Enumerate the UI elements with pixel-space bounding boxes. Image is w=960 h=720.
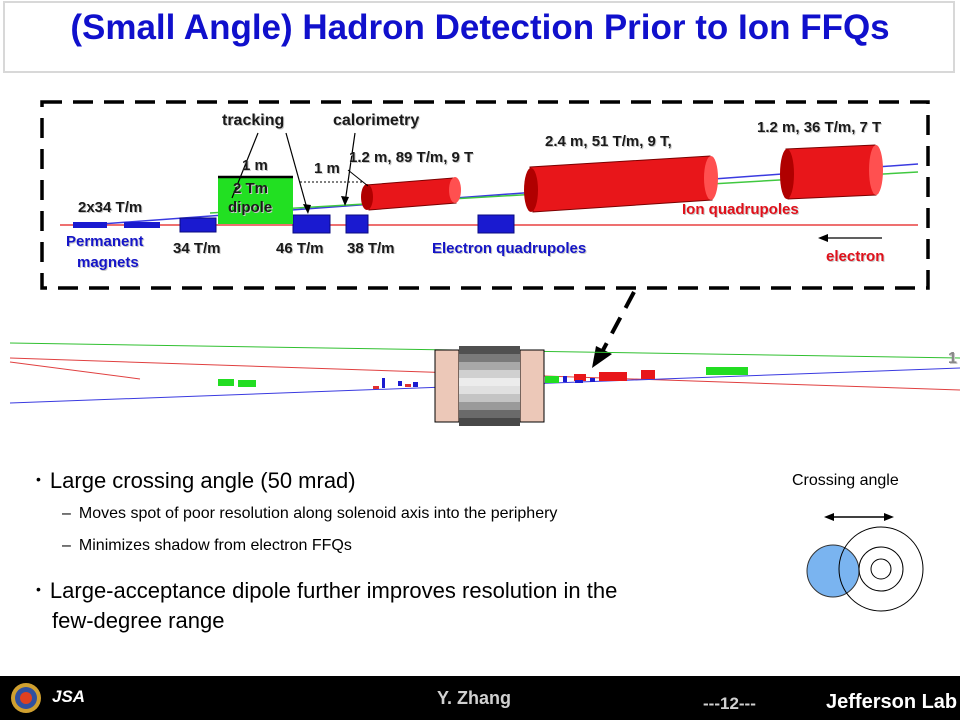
ion-quad-2-spec: 2.4 m, 51 T/m, 9 T, xyxy=(545,133,672,150)
permanent-magnets-label: Permanent xyxy=(66,233,144,250)
ion-quadrupole-2 xyxy=(524,155,718,213)
ion-quad-3-spec: 1.2 m, 36 T/m, 7 T xyxy=(757,119,882,136)
institution-seal-icon xyxy=(11,683,41,713)
solenoid-barrel xyxy=(459,346,520,426)
title-frame xyxy=(3,1,955,73)
electron-quadrupole xyxy=(477,214,515,234)
bullet-2-continuation: few-degree range xyxy=(52,608,225,633)
jsa-logo: JSA xyxy=(52,687,86,706)
sub-bullet-2: – Minimizes shadow from electron FFQs xyxy=(62,537,352,554)
tracking-arrow xyxy=(231,132,259,199)
bullet-2-text: Large-acceptance dipole further improves… xyxy=(49,578,618,603)
solenoid-endcap xyxy=(434,349,460,423)
dipole-magnet xyxy=(218,176,293,224)
calorimetry-arrow xyxy=(344,132,356,204)
permanent-magnet-gradient: 2x34 T/m xyxy=(78,199,143,216)
page-title: (Small Angle) Hadron Detection Prior to … xyxy=(70,8,890,47)
ion-beam-outer-circle xyxy=(838,526,924,612)
ion-beam-middle-circle xyxy=(858,546,904,592)
ion-quad-1-spec: 1.2 m, 89 T/m, 9 T xyxy=(349,149,474,166)
permanent-magnets-label-2: magnets xyxy=(77,254,139,271)
calorimetry-label: calorimetry xyxy=(333,112,420,129)
tracking-label: tracking xyxy=(222,112,285,129)
ion-quadrupole-1 xyxy=(361,177,461,211)
gradient-46-label: 46 T/m xyxy=(276,240,324,257)
dipole-field-label: 2 Tm xyxy=(233,180,269,197)
bullet-1: • Large crossing angle (50 mrad) xyxy=(36,468,356,493)
footer-author: Y. Zhang xyxy=(437,688,512,708)
jefferson-lab-logo: Jefferson Lab xyxy=(826,691,958,713)
overview-magnet xyxy=(574,374,586,381)
sub-bullet-1: – Moves spot of poor resolution along sol… xyxy=(62,505,558,522)
sub-bullet-1-text: Moves spot of poor resolution along sole… xyxy=(78,505,558,522)
overview-corner-mark: 1 xyxy=(948,350,957,367)
ion-beam-inner-circle xyxy=(870,558,892,580)
footer: JSA Y. Zhang ---12--- Jefferson Lab xyxy=(0,676,960,720)
electron-quadrupole xyxy=(345,214,369,234)
crossing-angle-sketch xyxy=(806,513,924,612)
crossing-angle-label: Crossing angle xyxy=(792,472,899,489)
gap-length-label: 1 m xyxy=(314,160,340,177)
ion-quadrupole-3 xyxy=(780,144,883,200)
overview-magnet xyxy=(218,379,234,386)
solenoid-endcap xyxy=(519,349,545,423)
electron-quadrupole xyxy=(292,214,331,234)
calorimetry-pointer xyxy=(347,169,369,187)
dipole-type-label: dipole xyxy=(228,199,273,216)
ion-quadrupoles-label: Ion quadrupoles xyxy=(682,201,799,218)
bullet-1-text: Large crossing angle (50 mrad) xyxy=(49,468,356,493)
permanent-magnet xyxy=(73,222,107,228)
ir-overview-diagram xyxy=(9,342,960,426)
detail-frame xyxy=(40,100,930,290)
ir-detail-diagram xyxy=(9,100,960,426)
gradient-34-label: 34 T/m xyxy=(173,240,221,257)
electron-beam-circle xyxy=(806,544,860,598)
overview-magnet xyxy=(706,367,748,375)
electron-quadrupole xyxy=(179,217,217,233)
dipole-length-label: 1 m xyxy=(242,157,268,174)
sub-bullet-2-text: Minimizes shadow from electron FFQs xyxy=(78,537,352,554)
overview-magnet xyxy=(238,380,256,387)
overview-magnet xyxy=(641,370,655,379)
electron-label: electron xyxy=(826,248,885,265)
permanent-magnet xyxy=(124,222,160,228)
electron-quadrupoles-label: Electron quadrupoles xyxy=(432,240,587,257)
title-bar: (Small Angle) Hadron Detection Prior to … xyxy=(0,0,960,78)
tracking-arrow xyxy=(285,132,309,213)
overview-magnet xyxy=(545,376,559,383)
bullet-2: • Large-acceptance dipole further improve… xyxy=(36,578,618,603)
overview-magnet xyxy=(599,372,627,381)
footer-page-number: ---12--- xyxy=(703,694,756,713)
zoom-pointer xyxy=(600,291,636,353)
gradient-38-label: 38 T/m xyxy=(347,240,395,257)
